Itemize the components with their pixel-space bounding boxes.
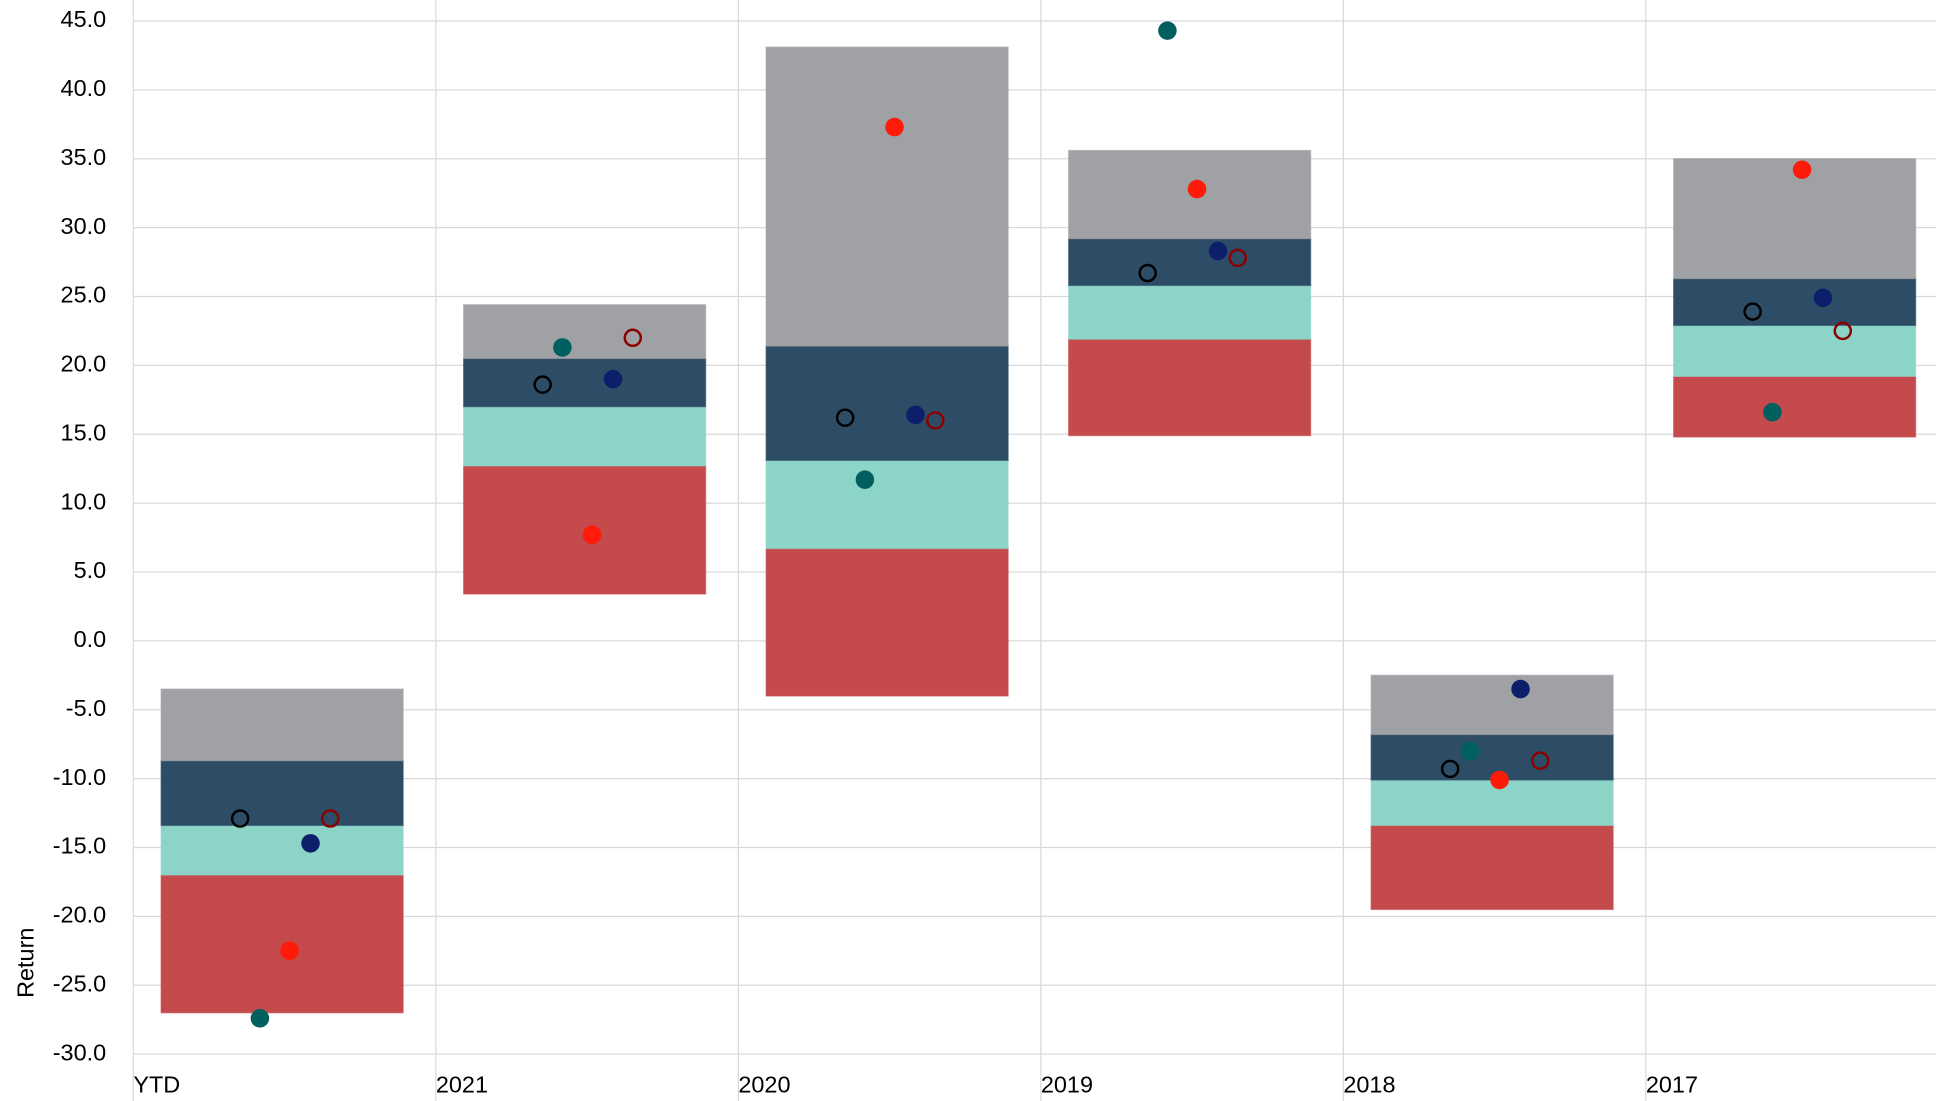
point	[1511, 679, 1530, 699]
range-segment	[160, 688, 404, 762]
y-tick-label: -10.0	[53, 764, 106, 790]
point	[906, 405, 925, 425]
y-tick-label: 20.0	[61, 351, 107, 377]
point	[1228, 248, 1248, 268]
range-segment	[463, 406, 707, 467]
point	[1158, 21, 1177, 40]
point	[553, 338, 572, 357]
y-tick-label: 45.0	[61, 6, 107, 32]
y-tick-label: 40.0	[61, 75, 107, 101]
point	[926, 411, 945, 430]
x-tick-label: 2020	[738, 1071, 790, 1097]
point	[230, 809, 250, 828]
point	[885, 117, 904, 137]
range-segment	[1370, 674, 1614, 736]
point	[1531, 751, 1550, 770]
point	[582, 525, 602, 545]
range-segment	[160, 824, 404, 876]
point	[603, 369, 623, 389]
y-tick-label: -30.0	[53, 1039, 106, 1065]
range-segment	[160, 760, 404, 827]
range-segment	[1068, 238, 1312, 287]
point	[1138, 263, 1157, 283]
point	[1763, 402, 1782, 422]
y-tick-label: 35.0	[61, 144, 107, 170]
y-tick-label: -20.0	[53, 902, 106, 928]
point	[1460, 741, 1480, 761]
range-segment	[1673, 324, 1917, 377]
x-tick-label: YTD	[133, 1071, 180, 1097]
range-segment	[1673, 277, 1917, 327]
point	[1490, 770, 1509, 790]
y-tick-label: -25.0	[53, 970, 106, 996]
y-tick-label: -15.0	[53, 833, 106, 859]
point	[1187, 179, 1207, 199]
x-tick-label: 2019	[1041, 1071, 1093, 1097]
point	[1792, 160, 1812, 180]
point	[623, 328, 643, 348]
point	[1743, 302, 1762, 321]
range-segment	[765, 459, 1009, 550]
point	[280, 941, 299, 961]
point	[1208, 241, 1228, 261]
point	[855, 470, 875, 489]
y-tick-label: 15.0	[61, 419, 107, 445]
range-segment	[765, 547, 1009, 697]
plot-area: Return 45.0 40.0 35.0 30.0 25.0 20.0 15.0 10.0 5…	[12, 0, 1936, 1101]
range-segment	[765, 345, 1009, 462]
point	[321, 809, 340, 828]
y-tick-label: 5.0	[74, 557, 107, 583]
y-tick-label: 10.0	[61, 488, 107, 514]
y-axis-label: Return	[12, 928, 38, 998]
range-segment	[1370, 733, 1614, 781]
y-tick-label: 25.0	[61, 282, 107, 308]
y-tick-label: 0.0	[74, 626, 107, 652]
y-tick-label: 30.0	[61, 213, 107, 239]
point	[1813, 288, 1833, 308]
range-segment	[160, 874, 404, 1014]
range-segment	[765, 46, 1009, 347]
point	[250, 1009, 270, 1028]
point	[533, 375, 552, 394]
range-segment	[1370, 824, 1614, 911]
range-segment	[463, 357, 707, 408]
point	[1440, 759, 1460, 779]
range-segment	[1673, 158, 1917, 280]
x-tick-label: 2017	[1646, 1071, 1698, 1097]
y-tick-label: -5.0	[66, 695, 106, 721]
range-segment	[1068, 284, 1312, 340]
point	[301, 834, 320, 853]
x-tick-label: 2018	[1343, 1071, 1395, 1097]
point	[1833, 321, 1853, 341]
range-segment	[1673, 375, 1917, 438]
x-tick-label: 2021	[436, 1071, 488, 1097]
range-segment	[463, 304, 707, 360]
range-segment	[1370, 779, 1614, 827]
point	[835, 408, 855, 427]
range-segment	[1068, 338, 1312, 437]
